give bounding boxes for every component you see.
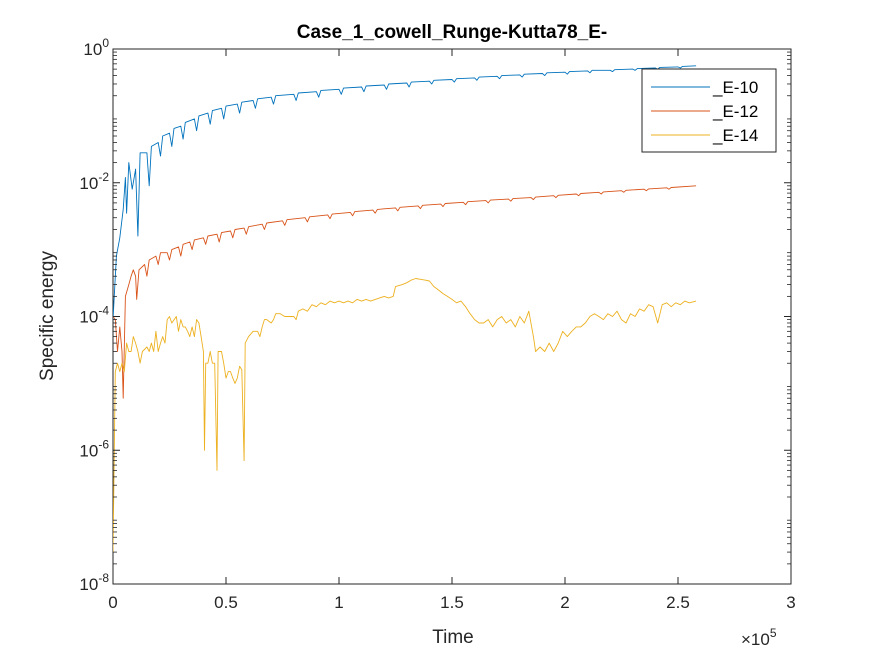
y-tick-label: 10-8	[79, 571, 109, 594]
y-tick-power: -2	[98, 170, 109, 184]
y-axis-label: Specific energy	[37, 251, 58, 381]
y-tick-power: 0	[102, 36, 109, 50]
legend: _E-10 _E-12 _E-14	[641, 68, 777, 153]
y-tick-power: -8	[98, 571, 109, 585]
y-tick-base: 10	[79, 174, 98, 193]
legend-label-1: _E-10	[712, 78, 758, 97]
x-tick-label: 1	[334, 593, 343, 612]
y-tick-label: 100	[83, 36, 109, 59]
y-tick-base: 10	[79, 441, 98, 460]
series-line-2	[113, 185, 697, 399]
x-axis-exponent-base: ×10	[741, 630, 770, 649]
y-tick-label: 10-4	[79, 304, 109, 327]
y-tick-label: 10-6	[79, 437, 109, 460]
x-tick-label: 0.5	[214, 593, 238, 612]
legend-label-2: _E-12	[712, 102, 758, 121]
y-tick-label: 10-2	[79, 170, 109, 193]
x-tick-label: 2.5	[666, 593, 690, 612]
x-tick-label: 2	[560, 593, 569, 612]
legend-label-3: _E-14	[712, 126, 758, 145]
x-axis-exponent: ×105	[741, 626, 777, 649]
y-tick-base: 10	[83, 40, 102, 59]
y-tick-base: 10	[79, 308, 98, 327]
x-axis-label: Time	[432, 627, 474, 648]
series-layer	[113, 65, 697, 553]
series-line-1	[113, 65, 697, 320]
x-axis-ticks: 0 0.5 1 1.5 2 2.5 3	[108, 49, 796, 612]
series-line-3	[113, 278, 697, 553]
x-tick-label: 3	[786, 593, 795, 612]
x-tick-label: 0	[108, 593, 117, 612]
y-tick-base: 10	[79, 575, 98, 594]
chart-title: Case_1_cowell_Runge-Kutta78_E-	[297, 22, 607, 43]
x-tick-label: 1.5	[440, 593, 464, 612]
x-axis-exponent-power: 5	[770, 626, 777, 640]
y-tick-power: -6	[98, 437, 109, 451]
y-tick-power: -4	[98, 304, 109, 318]
